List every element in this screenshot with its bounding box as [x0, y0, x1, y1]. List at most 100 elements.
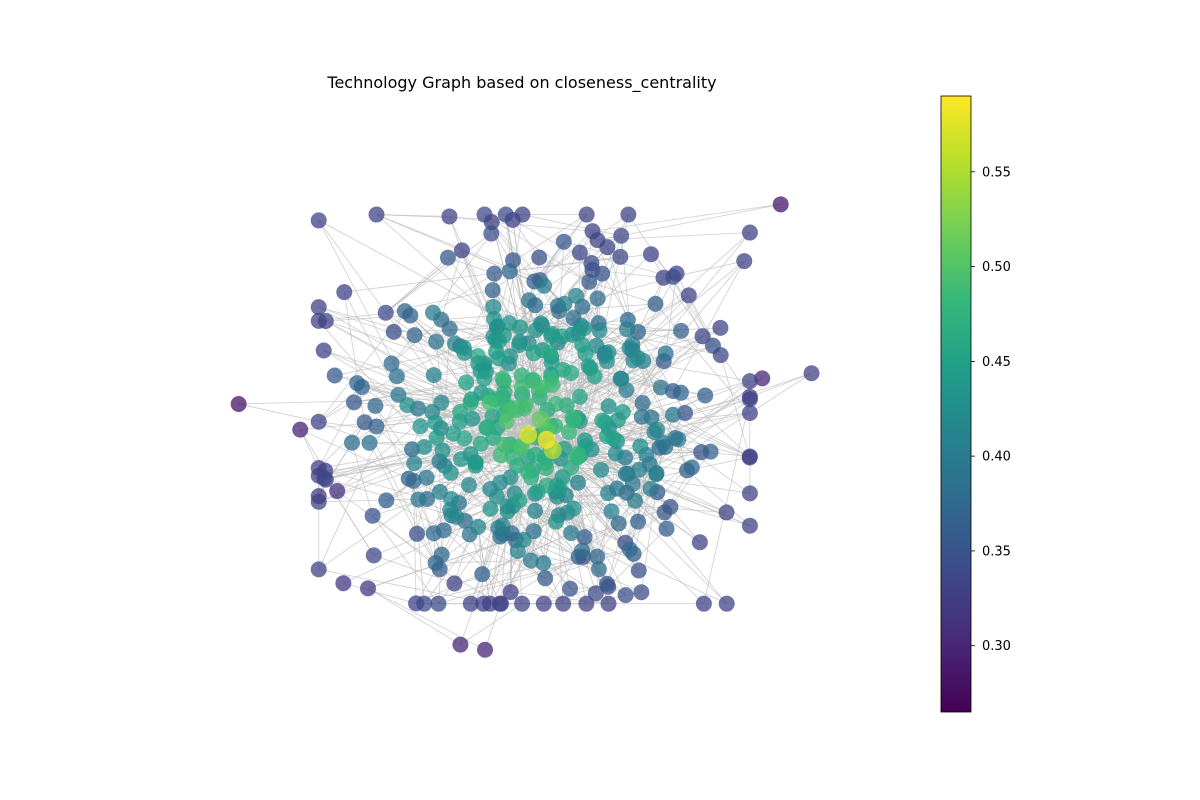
graph-edge	[318, 499, 419, 570]
graph-edge	[415, 556, 598, 604]
graph-node	[531, 410, 550, 429]
graph-node	[406, 327, 423, 344]
graph-edge	[672, 414, 751, 457]
graph-node	[484, 282, 501, 299]
graph-node	[501, 315, 518, 332]
graph-node	[538, 477, 555, 494]
graph-node	[741, 485, 758, 502]
graph-node	[410, 491, 427, 508]
graph-edge	[507, 506, 571, 589]
graph-edge	[367, 587, 461, 646]
graph-node	[577, 345, 594, 362]
graph-edge	[604, 330, 682, 354]
graph-node	[498, 413, 515, 430]
graph-node	[658, 520, 675, 537]
graph-edge	[749, 372, 812, 414]
graph-node	[617, 587, 634, 604]
graph-edge	[318, 568, 491, 605]
graph-edge	[592, 203, 781, 232]
graph-node	[594, 412, 611, 429]
graph-node	[600, 485, 617, 502]
graph-edge	[703, 399, 751, 604]
graph-edge	[470, 550, 519, 604]
graph-edge	[318, 421, 370, 444]
graph-edge	[318, 421, 365, 469]
graph-edge	[369, 408, 419, 444]
graph-edge	[318, 220, 510, 324]
graph-node	[310, 299, 327, 316]
graph-node	[383, 355, 400, 372]
graph-node	[630, 513, 647, 530]
graph-node	[519, 463, 536, 480]
graph-node	[704, 337, 721, 354]
graph-node	[589, 232, 606, 249]
graph-node	[521, 292, 538, 309]
graph-edge	[439, 461, 443, 555]
graph-node	[642, 246, 659, 263]
graph-node	[496, 436, 513, 453]
graph-edge	[613, 372, 812, 439]
graph-node	[665, 268, 682, 285]
graph-node	[673, 322, 690, 339]
graph-edge	[649, 451, 702, 465]
graph-node	[665, 406, 682, 423]
graph-node	[443, 490, 460, 507]
graph-node	[310, 413, 327, 430]
graph-node	[377, 304, 394, 321]
graph-edge	[589, 281, 656, 305]
graph-edge	[584, 506, 671, 538]
graph-edge	[484, 214, 590, 283]
graph-node	[555, 233, 572, 250]
graph-node	[772, 196, 789, 213]
graph-node	[535, 595, 552, 612]
graph-node	[519, 425, 538, 444]
graph-edge	[570, 492, 609, 534]
graph-node	[513, 367, 530, 384]
graph-edge	[539, 295, 690, 398]
graph-edge	[318, 394, 399, 570]
graph-node	[424, 304, 441, 321]
graph-node	[453, 242, 470, 259]
graph-node	[511, 492, 528, 509]
colorbar-ticks: 0.30 0.35 0.40 0.45 0.50 0.55	[971, 165, 1011, 654]
graph-node	[416, 438, 433, 455]
graph-node	[589, 290, 606, 307]
graph-node	[477, 641, 494, 658]
colorbar-tick-label: 0.40	[982, 450, 1011, 465]
graph-node	[458, 374, 475, 391]
graph-node	[571, 388, 588, 405]
graph-node	[442, 464, 459, 481]
graph-node	[578, 206, 595, 223]
graph-node	[561, 424, 578, 441]
graph-node	[607, 445, 624, 462]
graph-edge	[625, 512, 665, 544]
graph-node	[741, 388, 758, 405]
graph-node	[563, 525, 580, 542]
graph-edge	[385, 257, 449, 314]
graph-node	[428, 429, 445, 446]
graph-node	[691, 534, 708, 551]
graph-node	[476, 370, 493, 387]
graph-node	[702, 443, 719, 460]
graph-node	[482, 500, 499, 517]
graph-node	[754, 370, 771, 387]
chart-title: Technology Graph based on closeness_cent…	[326, 73, 716, 93]
graph-node	[418, 469, 435, 486]
graph-edge	[633, 359, 750, 382]
graph-node	[475, 595, 492, 612]
graph-node	[531, 249, 548, 266]
graph-node	[587, 585, 604, 602]
colorbar-tick-label: 0.30	[982, 639, 1011, 654]
graph-edge	[655, 303, 751, 414]
graph-node	[652, 379, 669, 396]
colorbar: 0.30 0.35 0.40 0.45 0.50 0.55	[940, 95, 1011, 713]
graph-node	[590, 561, 607, 578]
graph-node	[453, 451, 470, 468]
graph-edge	[675, 412, 751, 439]
colorbar-tick-label: 0.50	[982, 260, 1011, 275]
graph-node	[494, 370, 511, 387]
graph-edge	[543, 285, 600, 331]
graph-node	[502, 584, 519, 601]
graph-node	[501, 263, 518, 280]
